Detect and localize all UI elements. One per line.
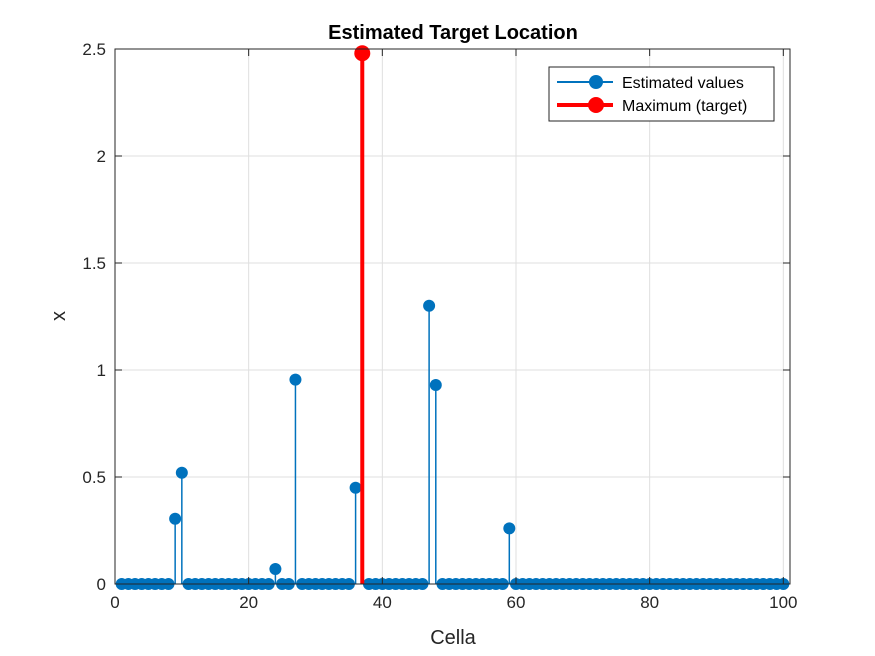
y-tick-label: 2 bbox=[97, 147, 106, 166]
x-tick-label: 20 bbox=[239, 593, 258, 612]
legend-maximum-label: Maximum (target) bbox=[622, 98, 747, 115]
axis-ticks bbox=[114, 48, 790, 585]
stem-marker bbox=[289, 373, 302, 386]
stem-marker bbox=[175, 466, 188, 479]
stem-marker bbox=[429, 378, 442, 391]
stem-marker bbox=[269, 563, 282, 576]
x-tick-label: 100 bbox=[769, 593, 797, 612]
stem-marker bbox=[423, 299, 436, 312]
x-tick-label: 0 bbox=[110, 593, 119, 612]
stem-marker bbox=[349, 481, 362, 494]
plot-frame bbox=[114, 48, 791, 585]
x-tick-labels: 0 20 40 60 80 100 bbox=[110, 593, 797, 612]
stem-marker bbox=[169, 512, 182, 525]
legend-estimated-marker bbox=[589, 75, 603, 89]
x-tick-label: 80 bbox=[640, 593, 659, 612]
legend-estimated-label: Estimated values bbox=[622, 75, 744, 92]
y-tick-label: 0.5 bbox=[82, 468, 106, 487]
y-axis-label: x bbox=[48, 311, 70, 321]
x-axis-label: Cella bbox=[430, 627, 476, 649]
chart-title: Estimated Target Location bbox=[328, 22, 578, 44]
y-tick-labels: 0 0.5 1 1.5 2 2.5 bbox=[82, 40, 106, 594]
legend: Estimated values Maximum (target) bbox=[548, 66, 775, 122]
y-tick-label: 2.5 bbox=[82, 40, 106, 59]
x-tick-label: 60 bbox=[507, 593, 526, 612]
stem-marker bbox=[503, 522, 516, 535]
legend-maximum-marker bbox=[588, 97, 604, 113]
max-stem-marker bbox=[354, 45, 371, 62]
x-tick-label: 40 bbox=[373, 593, 392, 612]
grid-lines bbox=[114, 48, 790, 585]
y-tick-label: 1.5 bbox=[82, 254, 106, 273]
y-tick-label: 0 bbox=[97, 575, 106, 594]
plot-area bbox=[115, 49, 790, 584]
legend-box bbox=[548, 66, 775, 122]
y-tick-label: 1 bbox=[97, 361, 106, 380]
